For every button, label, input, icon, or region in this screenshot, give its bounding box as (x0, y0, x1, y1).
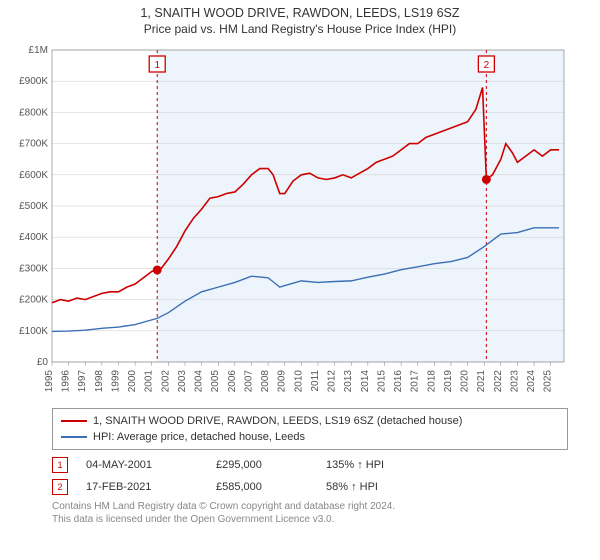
svg-text:2012: 2012 (327, 370, 338, 393)
sale-date: 17-FEB-2021 (86, 481, 216, 493)
page-title: 1, SNAITH WOOD DRIVE, RAWDON, LEEDS, LS1… (8, 6, 592, 20)
svg-text:£900K: £900K (19, 76, 48, 87)
svg-text:£300K: £300K (19, 263, 48, 274)
svg-text:2025: 2025 (543, 370, 554, 393)
svg-text:1999: 1999 (110, 370, 121, 393)
sale-pct: 135% ↑ HPI (326, 459, 446, 471)
svg-text:1997: 1997 (77, 370, 88, 393)
svg-text:£700K: £700K (19, 139, 48, 150)
legend: 1, SNAITH WOOD DRIVE, RAWDON, LEEDS, LS1… (52, 408, 568, 450)
legend-row: 1, SNAITH WOOD DRIVE, RAWDON, LEEDS, LS1… (59, 413, 561, 429)
sale-row: 1 04-MAY-2001£295,000135% ↑ HPI (52, 454, 568, 476)
svg-text:1998: 1998 (94, 370, 105, 393)
svg-text:2006: 2006 (227, 370, 238, 393)
legend-swatch (61, 436, 87, 438)
svg-text:2024: 2024 (526, 370, 537, 393)
svg-text:1: 1 (154, 60, 160, 71)
svg-text:2010: 2010 (293, 370, 304, 393)
svg-text:£0: £0 (37, 357, 49, 368)
svg-text:2002: 2002 (160, 370, 171, 393)
svg-text:2022: 2022 (493, 370, 504, 393)
svg-text:1996: 1996 (61, 370, 72, 393)
svg-text:£1M: £1M (29, 45, 48, 56)
legend-label: 1, SNAITH WOOD DRIVE, RAWDON, LEEDS, LS1… (93, 415, 462, 427)
svg-text:2008: 2008 (260, 370, 271, 393)
svg-text:£600K: £600K (19, 170, 48, 181)
svg-text:2004: 2004 (194, 370, 205, 393)
svg-text:2: 2 (484, 60, 490, 71)
footer-line: This data is licensed under the Open Gov… (52, 513, 568, 526)
svg-text:2009: 2009 (277, 370, 288, 393)
price-chart: £0 £100K £200K £300K £400K £500K £600K £700K £80… (8, 42, 588, 402)
svg-text:2019: 2019 (443, 370, 454, 393)
svg-text:2000: 2000 (127, 370, 138, 393)
svg-text:1995: 1995 (44, 370, 55, 393)
svg-text:2018: 2018 (426, 370, 437, 393)
svg-text:£200K: £200K (19, 295, 48, 306)
svg-text:2023: 2023 (509, 370, 520, 393)
legend-row: HPI: Average price, detached house, Leed… (59, 429, 561, 445)
sale-date: 04-MAY-2001 (86, 459, 216, 471)
legend-label: HPI: Average price, detached house, Leed… (93, 431, 305, 443)
svg-text:2015: 2015 (376, 370, 387, 393)
sale-marker-icon: 1 (52, 457, 68, 473)
footer-attribution: Contains HM Land Registry data © Crown c… (52, 500, 568, 526)
svg-text:2011: 2011 (310, 370, 321, 392)
svg-text:2017: 2017 (410, 370, 421, 393)
svg-text:2007: 2007 (243, 370, 254, 393)
svg-text:£400K: £400K (19, 232, 48, 243)
svg-text:2005: 2005 (210, 370, 221, 393)
sale-price: £295,000 (216, 459, 326, 471)
svg-text:2020: 2020 (460, 370, 471, 393)
svg-text:2013: 2013 (343, 370, 354, 393)
footer-line: Contains HM Land Registry data © Crown c… (52, 500, 568, 513)
svg-text:£500K: £500K (19, 201, 48, 212)
sales-table: 1 04-MAY-2001£295,000135% ↑ HPI 2 17-FEB-20… (52, 454, 568, 498)
svg-text:£800K: £800K (19, 107, 48, 118)
sale-price: £585,000 (216, 481, 326, 493)
svg-text:2003: 2003 (177, 370, 188, 393)
sale-row: 2 17-FEB-2021£585,00058% ↑ HPI (52, 476, 568, 498)
sale-pct: 58% ↑ HPI (326, 481, 446, 493)
svg-text:2014: 2014 (360, 370, 371, 393)
svg-text:£100K: £100K (19, 326, 48, 337)
legend-swatch (61, 420, 87, 422)
svg-text:2021: 2021 (476, 370, 487, 393)
page-subtitle: Price paid vs. HM Land Registry's House … (8, 22, 592, 36)
svg-text:2001: 2001 (144, 370, 155, 393)
sale-marker-icon: 2 (52, 479, 68, 495)
svg-text:2016: 2016 (393, 370, 404, 393)
